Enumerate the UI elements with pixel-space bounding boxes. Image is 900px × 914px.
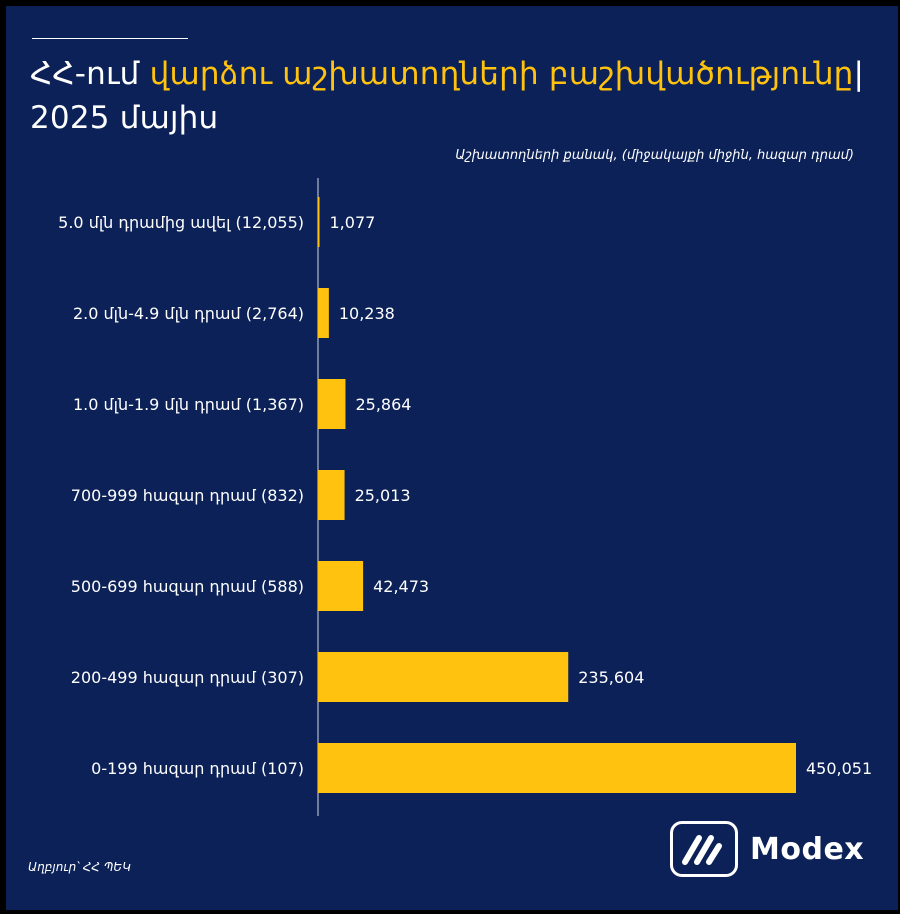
value-label-2: 25,864 <box>355 395 411 414</box>
value-label-5: 235,604 <box>578 668 644 687</box>
title-highlight: վարձու աշխատողների բաշխվածությունը <box>149 56 854 92</box>
category-label-5: 200-499 հազար դրամ (307) <box>71 668 304 687</box>
category-label-3: 700-999 հազար դրամ (832) <box>71 486 304 505</box>
bar-1 <box>318 288 329 338</box>
value-label-1: 10,238 <box>339 304 395 323</box>
value-label-3: 25,013 <box>355 486 411 505</box>
bar-0 <box>318 197 320 247</box>
chart-title: ՀՀ-ում վարձու աշխատողների բաշխվածություն… <box>30 52 890 140</box>
bar-5 <box>318 652 569 702</box>
title-rule <box>32 38 188 39</box>
title-separator: | <box>853 56 865 92</box>
title-prefix: ՀՀ-ում <box>30 56 150 92</box>
category-label-2: 1.0 մլն-1.9 մլն դրամ (1,367) <box>73 395 304 414</box>
category-label-1: 2.0 մլն-4.9 մլն դրամ (2,764) <box>73 304 304 323</box>
value-label-6: 450,051 <box>806 759 872 778</box>
value-label-0: 1,077 <box>330 213 376 232</box>
bar-6 <box>318 743 796 793</box>
category-label-4: 500-699 հազար դրամ (588) <box>71 577 304 596</box>
chart-subtitle: Աշխատողների քանակ, (միջակայքի միջին, հազ… <box>455 148 854 163</box>
modex-logo: Modex <box>670 821 870 881</box>
value-label-4: 42,473 <box>373 577 429 596</box>
bar-4 <box>318 561 364 611</box>
category-label-6: 0-199 հազար դրամ (107) <box>91 759 304 778</box>
bar-3 <box>318 470 345 520</box>
title-line2: 2025 մայիս <box>30 100 219 136</box>
infographic-frame: ՀՀ-ում վարձու աշխատողների բաշխվածություն… <box>6 6 898 910</box>
source-note: Աղբյուր՝ ՀՀ ՊԵԿ <box>28 860 132 874</box>
category-label-0: 5.0 մլն դրամից ավել (12,055) <box>58 213 304 232</box>
bar-chart: 5.0 մլն դրամից ավել (12,055) 1,077 2.0 մլն… <box>58 178 872 816</box>
modex-logo-icon <box>670 821 738 877</box>
bar-2 <box>318 379 346 429</box>
modex-logo-text: Modex <box>750 832 865 867</box>
